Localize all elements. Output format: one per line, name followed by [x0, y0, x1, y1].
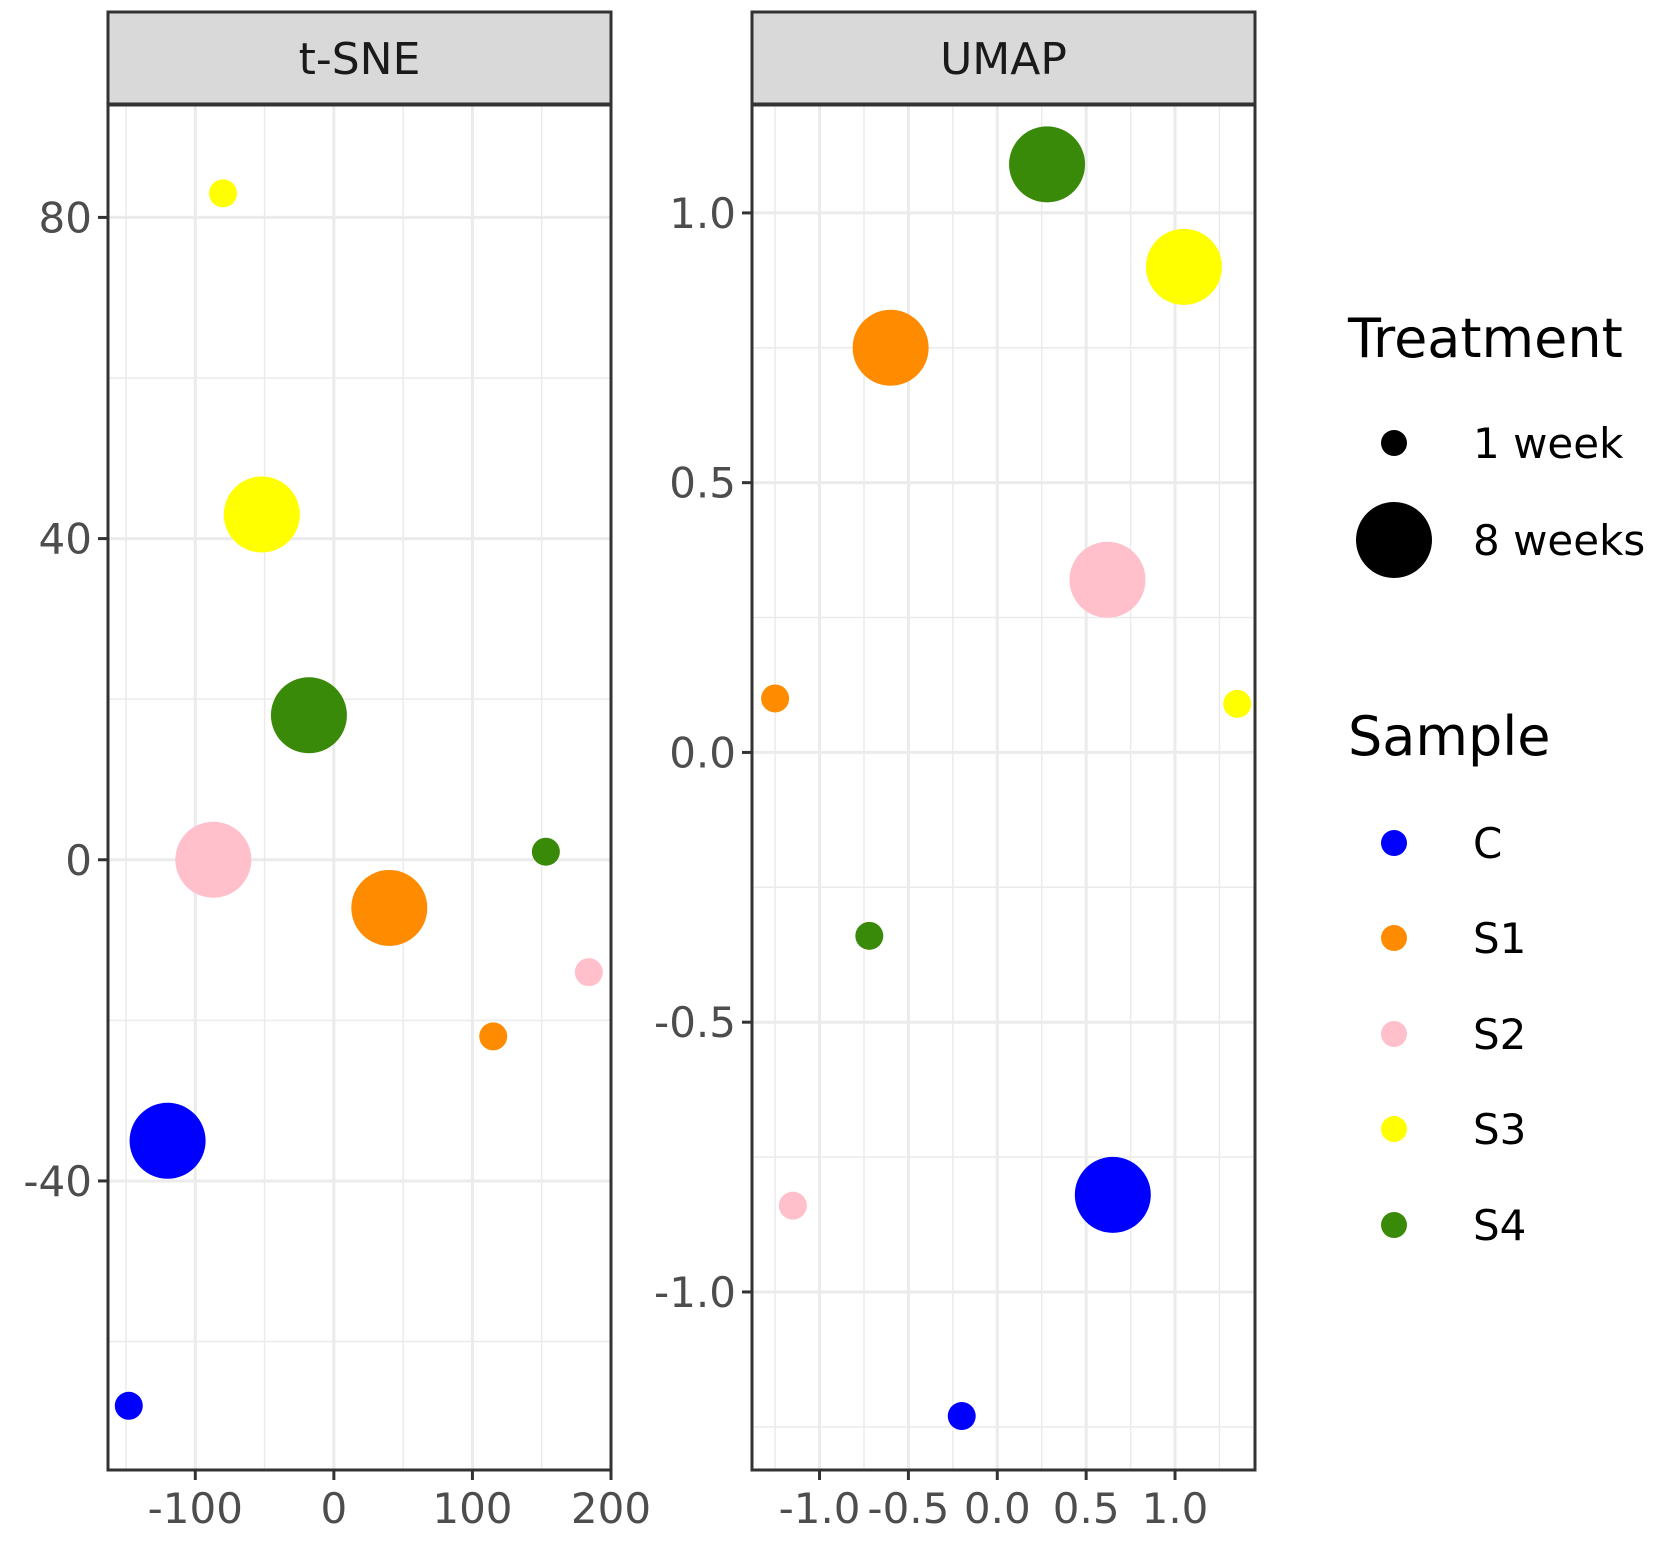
- umap-panel-border: [750, 103, 1257, 1472]
- umap-point-c-8-weeks: [1074, 1156, 1151, 1233]
- umap-point-s4-1-week: [855, 921, 884, 950]
- umap-panel: UMAP -1.0 -0.5 0.0 0.5 1.0-1.0-0.50.00.51.0: [654, 10, 1257, 1533]
- legend-marker-1-week: [1381, 430, 1407, 456]
- umap-point-s2-8-weeks: [1069, 541, 1146, 618]
- umap-x-tick-label-1: -0.5: [867, 1484, 949, 1533]
- legend-label-s2: S2: [1473, 1010, 1526, 1059]
- umap-y-tick-label-0: -1.0: [654, 1268, 736, 1317]
- umap-point-c-1-week: [947, 1402, 976, 1431]
- umap-x-tick-label-3: 0.5: [1053, 1484, 1120, 1533]
- legend-marker-s2: [1381, 1021, 1407, 1047]
- umap-strip-title: UMAP: [940, 34, 1067, 85]
- tsne-y-tick-label-3: 80: [39, 193, 92, 242]
- legend-marker-s4: [1381, 1212, 1407, 1238]
- umap-x-tick-label-4: 1.0: [1142, 1484, 1209, 1533]
- umap-y-tick-label-3: 0.5: [669, 459, 736, 508]
- umap-point-s2-1-week: [778, 1191, 807, 1220]
- umap-y-tick-label-2: 0.0: [669, 728, 736, 777]
- tsne-point-s4-1-week: [531, 837, 560, 866]
- sample-legend-title: Sample: [1348, 705, 1550, 768]
- umap-point-s1-8-weeks: [852, 309, 929, 386]
- tsne-point-c-1-week: [114, 1391, 143, 1420]
- tsne-plot-area: -100 0 100 200 -40 0 40 80: [23, 103, 651, 1533]
- tsne-panel-background: [108, 105, 611, 1470]
- tsne-y-tick-label-2: 40: [39, 515, 92, 564]
- umap-point-s3-8-weeks: [1145, 228, 1222, 305]
- legend-marker-s1: [1381, 925, 1407, 951]
- legend-marker-s3: [1381, 1116, 1407, 1142]
- umap-point-s3-1-week: [1223, 689, 1252, 718]
- legend-label-s4: S4: [1473, 1201, 1526, 1250]
- treatment-legend-title: Treatment: [1347, 307, 1623, 370]
- legend-label-s1: S1: [1473, 914, 1526, 963]
- legend-label-8-weeks: 8 weeks: [1473, 516, 1645, 565]
- umap-plot-area: -1.0 -0.5 0.0 0.5 1.0-1.0-0.50.00.51.0: [654, 103, 1257, 1533]
- tsne-y-tick-label-1: 0: [65, 836, 92, 885]
- legend-label-c: C: [1473, 819, 1502, 868]
- legend-marker-8-weeks: [1356, 502, 1432, 578]
- tsne-point-s3-1-week: [209, 179, 238, 208]
- tsne-panel-border: [106, 103, 613, 1472]
- legend-label-s3: S3: [1473, 1105, 1526, 1154]
- tsne-point-s1-1-week: [479, 1022, 508, 1051]
- umap-x-tick-label-0: -1.0: [779, 1484, 861, 1533]
- tsne-point-c-8-weeks: [129, 1102, 206, 1179]
- umap-strip: [750, 10, 1257, 106]
- tsne-point-s3-8-weeks: [223, 476, 300, 553]
- treatment-legend: Treatment 1 week 8 weeks: [1347, 307, 1645, 578]
- umap-y-tick-label-4: 1.0: [669, 189, 736, 238]
- tsne-y-tick-label-0: -40: [23, 1157, 92, 1206]
- tsne-point-s1-8-weeks: [351, 869, 428, 946]
- umap-point-s4-8-weeks: [1009, 126, 1086, 203]
- tsne-point-s4-8-weeks: [270, 677, 347, 754]
- legend-marker-c: [1381, 830, 1407, 856]
- tsne-strip-title: t-SNE: [299, 34, 421, 85]
- tsne-point-s2-8-weeks: [175, 821, 252, 898]
- tsne-strip: [106, 10, 613, 106]
- umap-y-tick-label-1: -0.5: [654, 998, 736, 1047]
- sample-legend: Sample C S1 S2 S3 S4: [1348, 705, 1550, 1250]
- tsne-panel: t-SNE -100 0 100 200 -40 0 40 80: [23, 10, 651, 1533]
- tsne-x-tick-label-0: -100: [148, 1484, 243, 1533]
- umap-point-s1-1-week: [761, 684, 790, 713]
- tsne-x-tick-label-3: 200: [571, 1484, 651, 1533]
- legend-label-1-week: 1 week: [1473, 419, 1624, 468]
- umap-panel-background: [752, 105, 1255, 1470]
- umap-x-tick-label-2: 0.0: [964, 1484, 1031, 1533]
- tsne-point-s2-1-week: [574, 958, 603, 987]
- tsne-x-tick-label-1: 0: [320, 1484, 347, 1533]
- tsne-x-tick-label-2: 100: [432, 1484, 512, 1533]
